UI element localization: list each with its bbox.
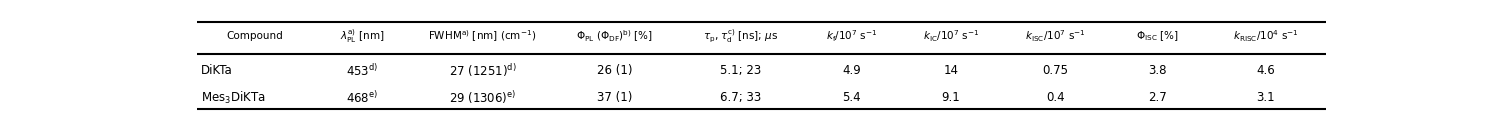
Text: $\Phi_{\mathrm{PL}}$ ($\Phi_{\mathrm{DF}}$)$^{\mathrm{b)}}$ [%]: $\Phi_{\mathrm{PL}}$ ($\Phi_{\mathrm{DF}… bbox=[577, 28, 652, 44]
Text: $\lambda_{\mathrm{PL}}^{\mathrm{a)}}$ [nm]: $\lambda_{\mathrm{PL}}^{\mathrm{a)}}$ [n… bbox=[340, 27, 385, 45]
Text: $\tau_{\mathrm{p}}$, $\tau_{\mathrm{d}}^{\mathrm{c)}}$ [ns]; $\mu$s: $\tau_{\mathrm{p}}$, $\tau_{\mathrm{d}}^… bbox=[703, 27, 779, 45]
Text: 4.9: 4.9 bbox=[843, 64, 860, 77]
Text: 9.1: 9.1 bbox=[941, 91, 960, 104]
Text: 2.7: 2.7 bbox=[1149, 91, 1167, 104]
Text: Compound: Compound bbox=[226, 31, 282, 41]
Text: 4.6: 4.6 bbox=[1257, 64, 1275, 77]
Text: $k_{\mathrm{RISC}}$/10$^{4}$ s$^{-1}$: $k_{\mathrm{RISC}}$/10$^{4}$ s$^{-1}$ bbox=[1233, 28, 1299, 44]
Text: 29 (1306)$^{\mathrm{e)}}$: 29 (1306)$^{\mathrm{e)}}$ bbox=[449, 89, 516, 106]
Text: 0.75: 0.75 bbox=[1043, 64, 1068, 77]
Text: 3.8: 3.8 bbox=[1149, 64, 1167, 77]
Text: FWHM$^{\mathrm{a)}}$ [nm] (cm$^{-1}$): FWHM$^{\mathrm{a)}}$ [nm] (cm$^{-1}$) bbox=[428, 28, 536, 44]
Text: 37 (1): 37 (1) bbox=[597, 91, 632, 104]
Text: 6.7; 33: 6.7; 33 bbox=[719, 91, 761, 104]
Text: 3.1: 3.1 bbox=[1257, 91, 1275, 104]
Text: 27 (1251)$^{\mathrm{d)}}$: 27 (1251)$^{\mathrm{d)}}$ bbox=[449, 62, 516, 79]
Text: 468$^{\mathrm{e)}}$: 468$^{\mathrm{e)}}$ bbox=[346, 90, 379, 106]
Text: 5.1; 23: 5.1; 23 bbox=[719, 64, 761, 77]
Text: 26 (1): 26 (1) bbox=[597, 64, 632, 77]
Text: 0.4: 0.4 bbox=[1046, 91, 1065, 104]
Text: DiKTa: DiKTa bbox=[201, 64, 232, 77]
Text: $k_{\mathrm{IC}}$/10$^{7}$ s$^{-1}$: $k_{\mathrm{IC}}$/10$^{7}$ s$^{-1}$ bbox=[923, 28, 979, 44]
Text: $k_{\mathrm{f}}$/10$^{7}$ s$^{-1}$: $k_{\mathrm{f}}$/10$^{7}$ s$^{-1}$ bbox=[826, 28, 877, 44]
Text: 14: 14 bbox=[944, 64, 958, 77]
Text: $\Phi_{\mathrm{ISC}}$ [%]: $\Phi_{\mathrm{ISC}}$ [%] bbox=[1137, 29, 1180, 43]
Text: 5.4: 5.4 bbox=[843, 91, 860, 104]
Text: 453$^{\mathrm{d)}}$: 453$^{\mathrm{d)}}$ bbox=[346, 63, 379, 79]
Text: Mes$_{3}$DiKTa: Mes$_{3}$DiKTa bbox=[201, 90, 266, 106]
Text: $k_{\mathrm{ISC}}$/10$^{7}$ s$^{-1}$: $k_{\mathrm{ISC}}$/10$^{7}$ s$^{-1}$ bbox=[1025, 28, 1086, 44]
